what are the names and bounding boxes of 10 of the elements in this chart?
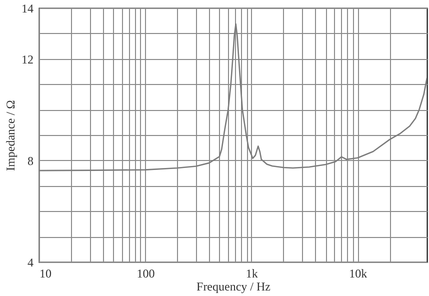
x-tick-label: 10 xyxy=(40,266,52,280)
y-tick-label: 4 xyxy=(28,256,34,270)
x-tick-label: 10k xyxy=(349,266,368,280)
y-tick-label: 8 xyxy=(28,154,34,168)
y-tick-label: 12 xyxy=(22,52,34,66)
y-axis-title: Impedance / Ω xyxy=(4,100,18,171)
x-axis-title: Frequency / Hz xyxy=(196,280,270,294)
y-tick-label: 14 xyxy=(22,2,34,16)
x-tick-label: 100 xyxy=(136,266,155,280)
x-tick-label: 1k xyxy=(246,266,258,280)
